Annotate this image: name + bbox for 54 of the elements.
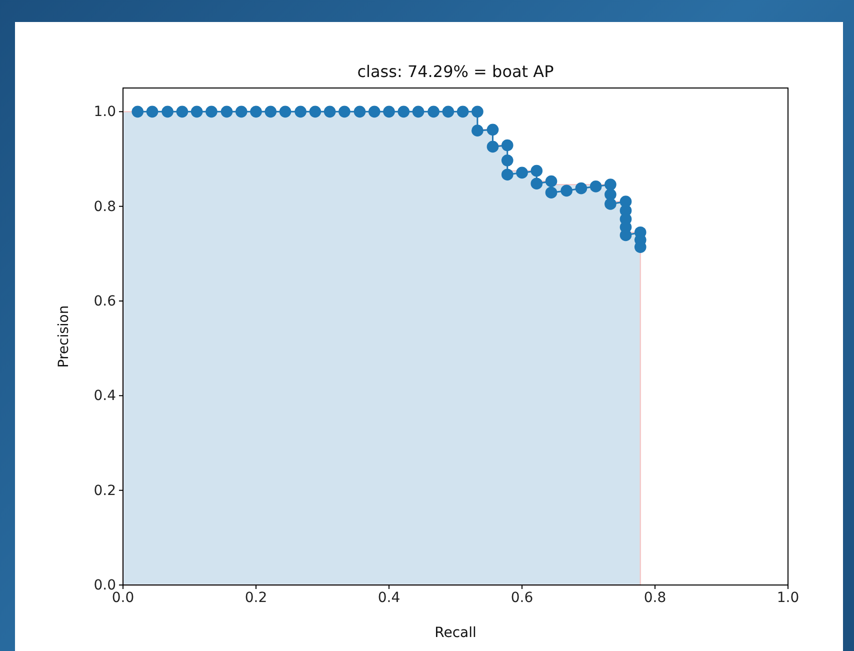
point [264, 106, 277, 118]
point [309, 106, 322, 118]
point [250, 106, 262, 118]
point [442, 106, 454, 118]
point [190, 106, 203, 118]
point [383, 106, 395, 118]
point [590, 180, 602, 192]
x-tick-label: 0.0 [112, 590, 134, 606]
point [501, 168, 514, 181]
x-tick-label: 0.6 [510, 590, 534, 606]
y-tick-label: 0.8 [94, 198, 116, 215]
point [176, 106, 188, 118]
point [324, 106, 336, 118]
point [545, 186, 558, 199]
point [501, 139, 514, 152]
point [516, 166, 528, 179]
point [486, 140, 499, 153]
point [472, 106, 484, 118]
point [132, 106, 144, 118]
point [545, 175, 558, 188]
y-axis-title: Precision [56, 305, 72, 368]
chart-title: class: 74.29% = boat AP [357, 62, 554, 81]
point [294, 106, 306, 118]
point [472, 124, 484, 137]
point [575, 182, 588, 194]
point [428, 106, 440, 118]
y-tick-label: 0.4 [94, 388, 116, 404]
point [560, 184, 572, 197]
point [279, 106, 292, 118]
point [206, 106, 218, 118]
point [235, 106, 248, 118]
y-tick-label: 0.2 [94, 482, 116, 499]
point [604, 198, 616, 210]
x-tick-label: 0.2 [244, 590, 268, 606]
x-axis-title: Recall [434, 625, 476, 641]
x-tick-label: 1.0 [776, 590, 800, 606]
point [501, 154, 514, 166]
point [220, 106, 233, 118]
point [530, 164, 543, 177]
point [456, 106, 469, 118]
point [412, 106, 424, 118]
y-tick-label: 1.0 [94, 104, 116, 120]
point [146, 106, 158, 118]
point [162, 106, 174, 118]
x-tick-label: 0.8 [644, 590, 666, 606]
y-tick-label: 0.6 [94, 293, 116, 310]
point [530, 178, 543, 190]
point [604, 178, 616, 190]
point [338, 106, 350, 118]
point [354, 106, 366, 118]
point [368, 106, 380, 118]
x-tick-label: 0.4 [378, 590, 400, 606]
point [486, 124, 499, 136]
point [398, 106, 410, 118]
